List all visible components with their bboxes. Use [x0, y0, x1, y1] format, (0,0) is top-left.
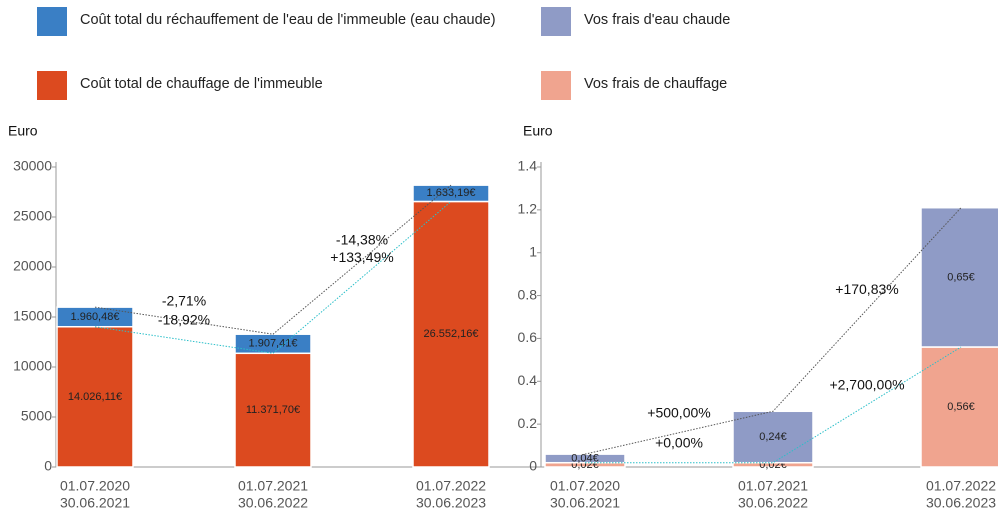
legend-swatch	[37, 71, 67, 100]
legend-label: Vos frais d'eau chaude	[584, 12, 731, 28]
value-label: 0,65€	[947, 271, 975, 283]
value-label: 1.633,19€	[427, 187, 476, 199]
x-tick-label: 01.07.2021	[738, 478, 808, 494]
change-annotation: -18,92%	[158, 312, 210, 328]
change-annotation: +500,00%	[647, 404, 710, 420]
y-tick-label: 15000	[13, 308, 52, 324]
bar-segment	[732, 410, 814, 464]
legend-label: Coût total du réchauffement de l'eau de …	[80, 12, 496, 28]
y-tick-label: 0	[529, 458, 537, 474]
bar-segment	[920, 206, 998, 348]
x-tick-label: 30.06.2023	[926, 495, 996, 511]
y-axis-label: Euro	[523, 123, 553, 139]
bar-segment	[56, 325, 134, 468]
x-tick-label: 30.06.2022	[238, 495, 308, 511]
x-tick-label: 01.07.2022	[416, 478, 486, 494]
value-label: 0,56€	[947, 401, 975, 413]
x-tick-label: 01.07.2021	[238, 478, 308, 494]
x-tick-label: 01.07.2022	[926, 478, 996, 494]
trend-line	[584, 207, 962, 455]
value-label: 14.026,11€	[68, 391, 122, 403]
change-annotation: -2,71%	[162, 292, 206, 308]
change-annotation: +2,700,00%	[829, 377, 904, 393]
value-label: 11.371,70€	[246, 404, 300, 416]
change-annotation: -14,38%	[336, 231, 388, 247]
change-annotation: +133,49%	[330, 249, 393, 265]
value-label: 26.552,16€	[423, 328, 478, 340]
value-label: 1.907,41€	[249, 338, 298, 350]
x-tick-label: 30.06.2021	[550, 495, 620, 511]
bar-segment	[920, 346, 998, 468]
change-annotation: +170,83%	[835, 281, 898, 297]
x-tick-label: 01.07.2020	[550, 478, 620, 494]
y-tick-label: 0.2	[518, 415, 538, 431]
trend-line	[94, 184, 452, 335]
legend-swatch	[541, 71, 571, 100]
legend-swatch	[541, 7, 571, 36]
y-tick-label: 5000	[21, 408, 52, 424]
bar-segment	[234, 352, 312, 468]
y-tick-label: 0.6	[518, 329, 538, 345]
y-tick-label: 25000	[13, 208, 52, 224]
y-tick-label: 1	[529, 243, 537, 259]
x-tick-label: 01.07.2020	[60, 478, 130, 494]
x-tick-label: 30.06.2022	[738, 495, 808, 511]
y-tick-label: 10000	[13, 358, 52, 374]
y-tick-label: 1.2	[518, 201, 538, 217]
legend-label: Coût total de chauffage de l'immeuble	[80, 76, 323, 92]
y-tick-label: 0.8	[518, 286, 538, 302]
value-label: 0,24€	[759, 431, 787, 443]
y-tick-label: 20000	[13, 258, 52, 274]
y-axis-label: Euro	[8, 123, 38, 139]
x-tick-label: 30.06.2021	[60, 495, 130, 511]
x-tick-label: 30.06.2023	[416, 495, 486, 511]
trend-line	[94, 201, 452, 354]
y-tick-label: 30000	[13, 158, 52, 174]
y-tick-label: 0	[44, 458, 52, 474]
change-annotation: +0,00%	[655, 434, 703, 450]
value-label: 1.960,48€	[71, 311, 120, 323]
y-tick-label: 0.4	[518, 372, 538, 388]
value-label: 0,04€	[571, 452, 599, 464]
legend-swatch	[37, 7, 67, 36]
legend-label: Vos frais de chauffage	[584, 76, 728, 92]
y-tick-label: 1.4	[518, 158, 538, 174]
